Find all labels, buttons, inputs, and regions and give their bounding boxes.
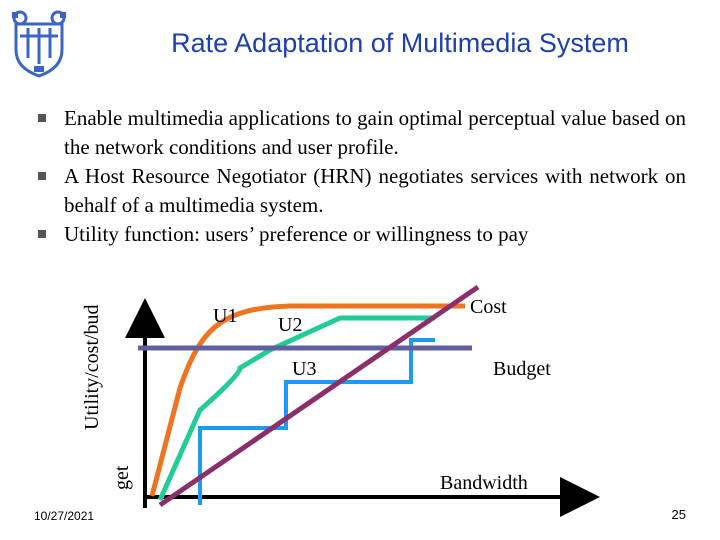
budget-label: Budget [493, 358, 551, 380]
bullet-item: Utility function: users’ preference or w… [38, 220, 686, 249]
y-axis-label-continued: get [111, 465, 133, 490]
bullet-list: Enable multimedia applications to gain o… [38, 104, 686, 249]
u3-label: U3 [292, 358, 316, 380]
cost-label: Cost [470, 296, 507, 318]
u2-curve [157, 315, 435, 502]
bullet-item: Enable multimedia applications to gain o… [38, 104, 686, 162]
university-logo [12, 10, 66, 78]
bullet-text: Utility function: users’ preference or w… [64, 222, 529, 246]
x-axis-label: Bandwidth [440, 472, 528, 494]
square-bullet-icon [38, 114, 46, 122]
bullet-item: A Host Resource Negotiator (HRN) negotia… [38, 162, 686, 220]
bullet-text: Enable multimedia applications to gain o… [64, 106, 686, 159]
page-number: 25 [671, 507, 686, 522]
square-bullet-icon [38, 172, 46, 180]
square-bullet-icon [38, 230, 46, 238]
u1-label: U1 [213, 305, 237, 327]
bullet-text: A Host Resource Negotiator (HRN) negotia… [64, 164, 686, 217]
y-axis-label: Utility/cost/bud [81, 304, 103, 430]
u1-curve [149, 303, 465, 497]
u3-curve [198, 338, 435, 505]
cost-line [158, 284, 480, 508]
slide-title: Rate Adaptation of Multimedia System [171, 28, 629, 58]
footer-date: 10/27/2021 [34, 509, 95, 523]
u2-label: U2 [278, 314, 302, 336]
